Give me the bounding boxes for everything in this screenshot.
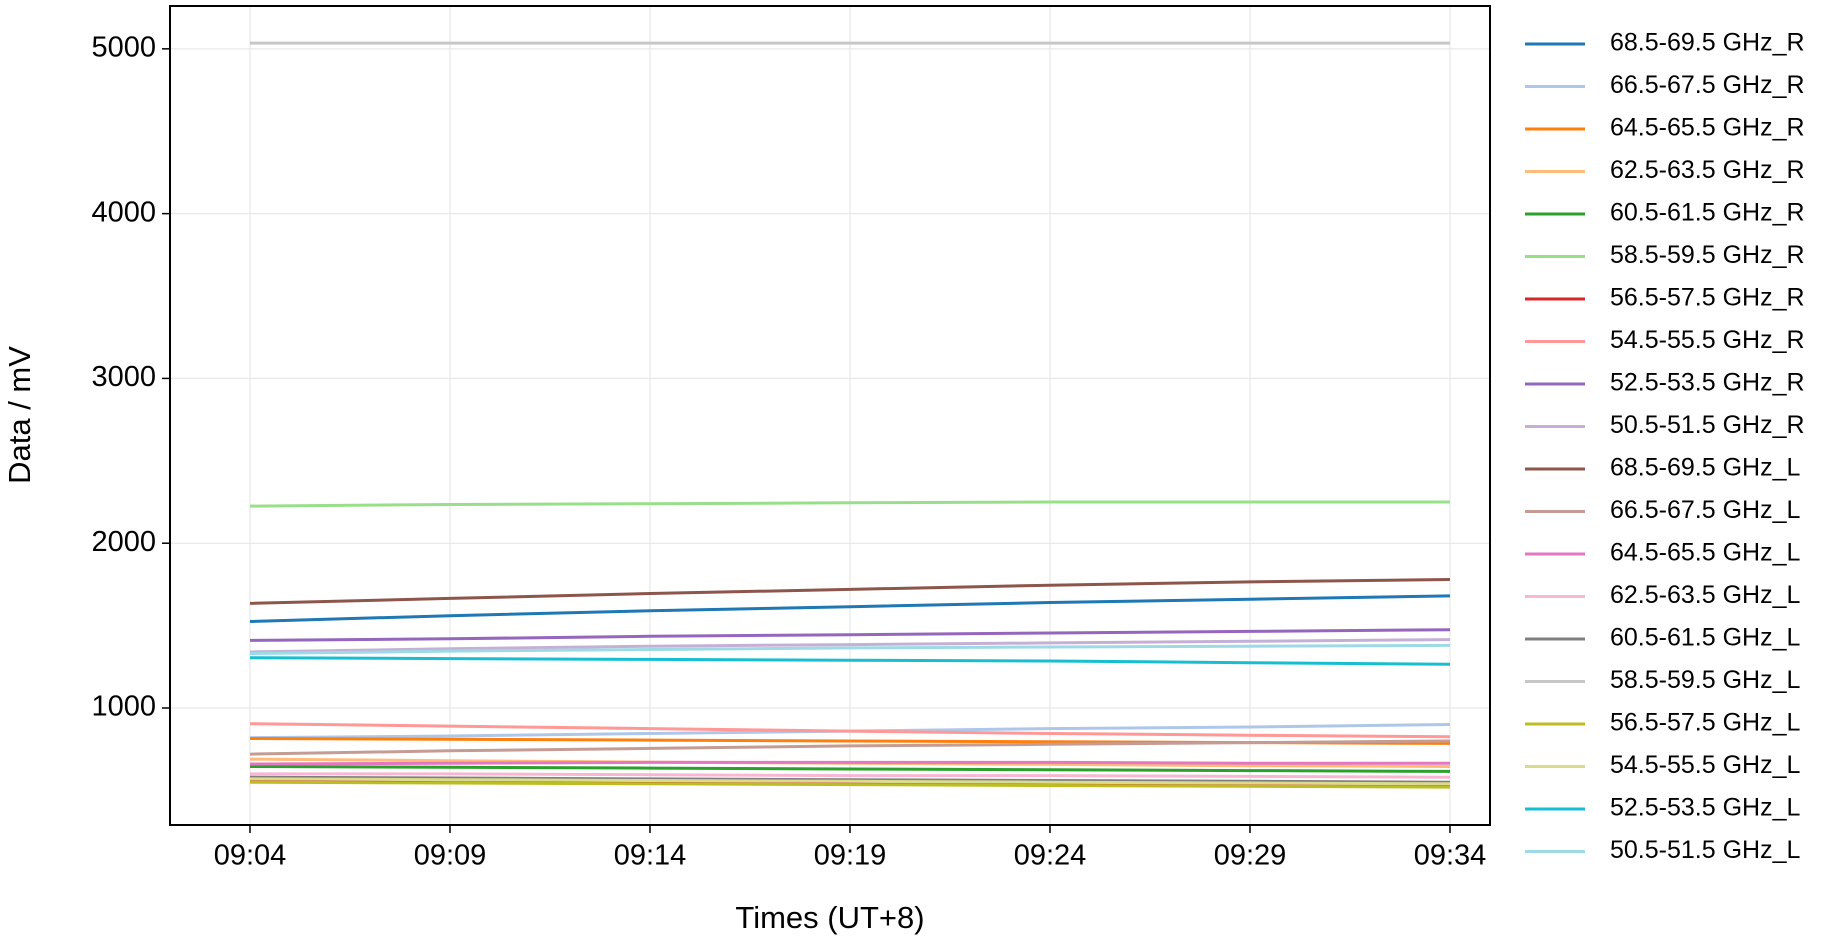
series-line <box>249 760 1450 766</box>
series-line <box>249 594 1451 623</box>
legend-label: 58.5-59.5 GHz_R <box>1610 241 1805 269</box>
y-tick-label: 2000 <box>91 526 156 558</box>
series-line <box>249 779 1451 787</box>
legend-label: 56.5-57.5 GHz_R <box>1610 284 1805 312</box>
legend-label: 66.5-67.5 GHz_R <box>1610 71 1805 99</box>
series-line <box>249 500 1450 508</box>
legend-label: 60.5-61.5 GHz_R <box>1610 199 1805 227</box>
series-line <box>249 638 1451 654</box>
x-tick-label: 09:34 <box>1414 840 1487 872</box>
legend-label: 52.5-53.5 GHz_L <box>1610 794 1800 822</box>
y-axis-label: Data / mV <box>2 346 37 484</box>
series-line <box>249 722 1451 739</box>
legend-label: 62.5-63.5 GHz_R <box>1610 156 1805 184</box>
y-tick-label: 1000 <box>91 691 156 723</box>
x-tick-label: 09:29 <box>1214 840 1287 872</box>
x-tick-label: 09:19 <box>814 840 887 872</box>
series-line <box>249 777 1451 786</box>
legend-label: 50.5-51.5 GHz_R <box>1610 411 1805 439</box>
series-line <box>249 739 1451 756</box>
x-tick-label: 09:04 <box>214 840 287 872</box>
series-line <box>249 775 1451 784</box>
series-line <box>249 643 1451 656</box>
legend-label: 58.5-59.5 GHz_L <box>1610 666 1800 694</box>
y-tick-label: 5000 <box>91 32 156 64</box>
y-tick-label: 4000 <box>91 196 156 228</box>
series-line <box>249 628 1451 642</box>
legend-label: 64.5-65.5 GHz_L <box>1610 539 1800 567</box>
legend: 68.5-69.5 GHz_R 66.5-67.5 GHz_R 64.5-65.5 … <box>1525 29 1805 864</box>
legend-label: 56.5-57.5 GHz_L <box>1610 709 1800 737</box>
x-tick-label: 09:09 <box>414 840 487 872</box>
series-line <box>249 578 1451 605</box>
series-line <box>249 656 1451 666</box>
x-tick-label: 09:24 <box>1014 840 1087 872</box>
legend-label: 62.5-63.5 GHz_L <box>1610 581 1800 609</box>
series-line <box>249 765 1451 773</box>
plot-frame <box>169 5 1491 826</box>
legend-label: 66.5-67.5 GHz_L <box>1610 496 1800 524</box>
legend-label: 60.5-61.5 GHz_L <box>1610 624 1800 652</box>
legend-label: 50.5-51.5 GHz_L <box>1610 836 1800 864</box>
series-line <box>250 772 1451 779</box>
legend-label: 68.5-69.5 GHz_L <box>1610 454 1800 482</box>
legend-label: 64.5-65.5 GHz_R <box>1610 114 1805 142</box>
series-line <box>249 780 1451 789</box>
legend-label: 68.5-69.5 GHz_R <box>1610 29 1805 57</box>
legend-label: 54.5-55.5 GHz_R <box>1610 326 1805 354</box>
x-axis-label: Times (UT+8) <box>735 900 924 935</box>
y-tick-label: 3000 <box>91 361 156 393</box>
legend-label: 54.5-55.5 GHz_L <box>1610 751 1800 779</box>
x-tick-label: 09:14 <box>614 840 687 872</box>
legend-label: 52.5-53.5 GHz_R <box>1610 369 1805 397</box>
